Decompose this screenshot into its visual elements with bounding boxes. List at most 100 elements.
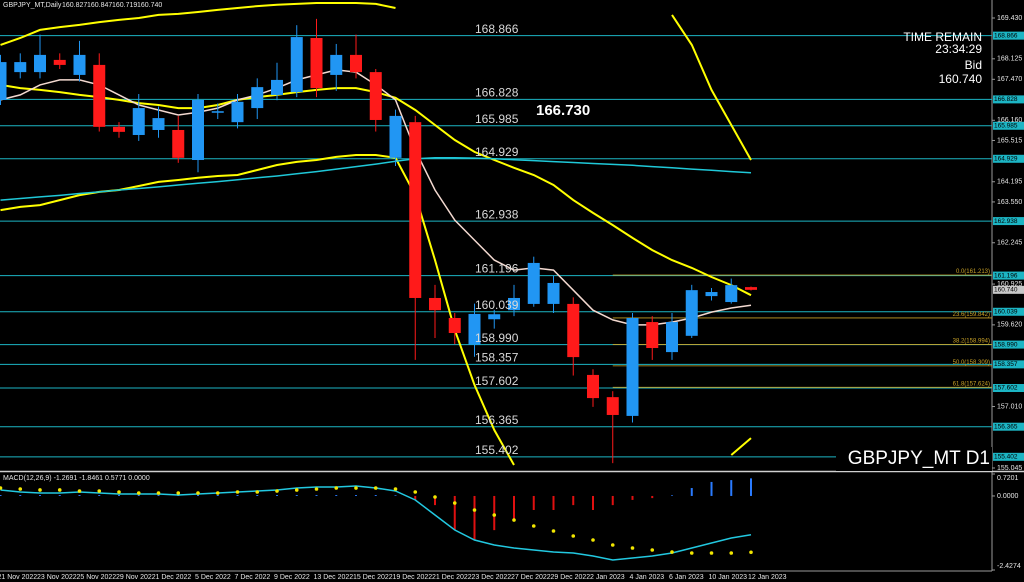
- histogram-bar: [473, 495, 476, 540]
- level-label: 158.357: [475, 351, 519, 365]
- fib-label: 0.0(161.213): [956, 269, 990, 275]
- level-label: 157.602: [475, 374, 519, 388]
- histogram-bar: [118, 495, 120, 496]
- x-tick-label: 9 Dec 2022: [274, 574, 310, 581]
- candle-body: [53, 59, 66, 65]
- signal-dot: [689, 551, 694, 555]
- signal-dot: [235, 490, 240, 494]
- signal-dot: [531, 524, 536, 528]
- x-tick-label: 1 Dec 2022: [156, 574, 192, 581]
- x-tick-label: 21 Nov 2022: [0, 574, 37, 581]
- signal-dot: [38, 488, 42, 492]
- histogram-bar: [513, 495, 515, 521]
- overlay-texts: 160.827 160.847 160.719 160.740168.866168.8…: [3, 2, 1024, 482]
- level-box-label: 156.365: [994, 423, 1018, 430]
- histogram-bar: [355, 495, 357, 496]
- histogram-bar: [137, 495, 140, 496]
- histogram-bar: [552, 495, 555, 510]
- signal-dot: [373, 486, 378, 490]
- candle-body: [448, 317, 461, 334]
- level-box: [993, 271, 1024, 280]
- level-box-label: 158.990: [994, 341, 1018, 348]
- level-box-label: 164.929: [994, 156, 1018, 163]
- y-tick-label: 164.195: [997, 179, 1022, 186]
- x-tick-label: 2 Jan 2023: [590, 574, 625, 581]
- signal-dot: [650, 548, 655, 552]
- candle-body: [211, 111, 224, 113]
- signal-dot: [433, 495, 437, 499]
- level-box: [993, 452, 1024, 461]
- candle-body: [606, 397, 619, 415]
- histogram-bar: [58, 495, 61, 496]
- histogram-bar: [236, 495, 239, 496]
- signal-dot: [275, 489, 279, 493]
- symbol-header: GBPJPY_MT,Daily: [3, 2, 62, 9]
- histogram-bar: [493, 495, 496, 531]
- histogram-bar: [276, 495, 278, 496]
- macd-line: [0, 485, 752, 561]
- candle-body: [488, 314, 501, 320]
- histogram-bar: [394, 495, 397, 496]
- candle-body: [73, 54, 86, 75]
- y-tick-label: 0.7201: [997, 475, 1019, 482]
- histogram-bar: [572, 495, 575, 506]
- x-tick-label: 19 Dec 2022: [393, 574, 433, 581]
- y-tick-label: 159.620: [997, 322, 1022, 329]
- histogram-bar: [39, 495, 41, 496]
- candle-body: [725, 285, 738, 303]
- y-tick-label: 167.470: [997, 76, 1022, 83]
- histogram-bar: [19, 495, 22, 496]
- bid-value: 160.740: [939, 72, 983, 86]
- level-box: [993, 121, 1024, 130]
- x-tick-label: 7 Dec 2022: [235, 574, 271, 581]
- fib-label: 38.2(158.994): [953, 339, 990, 345]
- header-ohlc: 160.740: [137, 2, 162, 9]
- histogram-bar: [197, 495, 199, 496]
- bid-label: Bid: [965, 58, 982, 72]
- signal-dot: [215, 491, 220, 495]
- candle-body: [369, 72, 382, 120]
- histogram-bar: [611, 495, 614, 506]
- signal-dot: [314, 487, 319, 491]
- histogram-bar: [730, 480, 733, 496]
- histogram-bar: [671, 495, 673, 496]
- candle-body: [587, 374, 599, 399]
- y-tick-label: 160.925: [997, 281, 1022, 288]
- y-tick-label: -2.4274: [997, 563, 1021, 570]
- signal-dot: [571, 534, 576, 538]
- histogram-bar: [98, 495, 101, 496]
- x-tick-label: 27 Dec 2022: [511, 574, 551, 581]
- histogram-bar: [0, 495, 2, 496]
- histogram-bar: [256, 495, 259, 496]
- fib-label: 61.8(157.624): [953, 381, 990, 387]
- histogram-bar: [651, 495, 654, 499]
- candle-body: [251, 87, 264, 109]
- watermark-bg: [836, 447, 992, 471]
- x-tick-label: 6 Jan 2023: [669, 574, 704, 581]
- x-tick-label: 5 Dec 2022: [195, 574, 231, 581]
- level-box: [993, 360, 1024, 369]
- y-tick-label: 0.0000: [997, 493, 1019, 500]
- candle-body: [626, 317, 639, 416]
- histogram-bar: [315, 495, 318, 496]
- candle-body: [231, 101, 244, 123]
- indicator-line: [0, 154, 752, 466]
- level-box: [993, 340, 1024, 349]
- signal-dot: [136, 491, 141, 495]
- candle-body: [350, 54, 362, 73]
- x-tick-label: 29 Dec 2022: [551, 574, 591, 581]
- level-box-label: 162.938: [994, 218, 1018, 225]
- x-tick-label: 10 Jan 2023: [709, 574, 748, 581]
- level-box-label: 158.357: [994, 361, 1018, 368]
- level-box: [993, 31, 1024, 40]
- histogram-bar: [78, 495, 81, 496]
- x-tick-label: 12 Jan 2023: [748, 574, 787, 581]
- histogram-bar: [157, 495, 160, 496]
- level-box-label: 155.402: [994, 454, 1018, 461]
- candle-body: [389, 115, 402, 158]
- signal-dot: [117, 490, 121, 494]
- candle-body: [34, 54, 46, 73]
- header-ohlc: 160.847: [87, 2, 112, 9]
- signal-dot: [670, 550, 674, 554]
- x-tick-label: 25 Nov 2022: [77, 574, 117, 581]
